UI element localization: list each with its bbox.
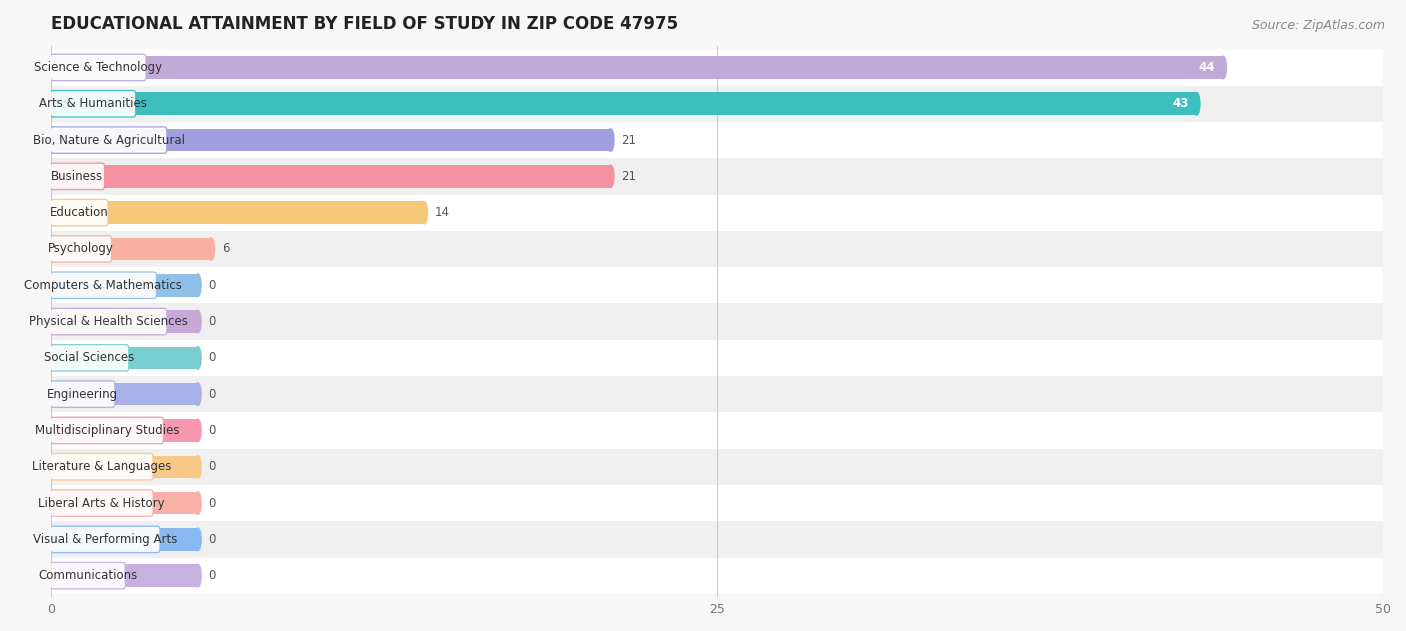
- Ellipse shape: [194, 492, 201, 514]
- Bar: [52, 238, 211, 260]
- FancyBboxPatch shape: [51, 127, 167, 153]
- Ellipse shape: [194, 564, 201, 587]
- Text: Arts & Humanities: Arts & Humanities: [39, 97, 148, 110]
- Text: 0: 0: [208, 533, 217, 546]
- Text: 0: 0: [208, 279, 217, 292]
- Text: 14: 14: [434, 206, 450, 219]
- Bar: [52, 456, 198, 478]
- FancyBboxPatch shape: [51, 417, 163, 444]
- Text: Science & Technology: Science & Technology: [34, 61, 162, 74]
- Text: 0: 0: [208, 351, 217, 364]
- Bar: [52, 449, 1384, 485]
- Text: Liberal Arts & History: Liberal Arts & History: [38, 497, 165, 510]
- Text: Bio, Nature & Agricultural: Bio, Nature & Agricultural: [32, 134, 184, 146]
- Text: 0: 0: [208, 387, 217, 401]
- Bar: [52, 304, 1384, 339]
- Text: Psychology: Psychology: [48, 242, 114, 256]
- Bar: [52, 383, 198, 405]
- Ellipse shape: [194, 419, 201, 442]
- FancyBboxPatch shape: [51, 562, 125, 589]
- Text: 0: 0: [208, 569, 217, 582]
- Bar: [52, 492, 198, 514]
- Ellipse shape: [208, 238, 215, 260]
- Bar: [52, 558, 1384, 594]
- Text: Business: Business: [52, 170, 104, 183]
- FancyBboxPatch shape: [51, 490, 153, 516]
- Text: 0: 0: [208, 497, 217, 510]
- Ellipse shape: [194, 346, 201, 369]
- Bar: [52, 376, 1384, 412]
- Bar: [52, 231, 1384, 267]
- FancyBboxPatch shape: [51, 526, 160, 553]
- Text: 0: 0: [208, 315, 217, 328]
- Bar: [52, 564, 198, 587]
- FancyBboxPatch shape: [51, 54, 146, 81]
- Bar: [52, 339, 1384, 376]
- Bar: [52, 521, 1384, 558]
- Text: 21: 21: [621, 134, 637, 146]
- FancyBboxPatch shape: [51, 91, 136, 117]
- Ellipse shape: [194, 528, 201, 551]
- Bar: [52, 201, 425, 224]
- Ellipse shape: [194, 274, 201, 297]
- Bar: [52, 528, 198, 551]
- Text: Literature & Languages: Literature & Languages: [32, 460, 172, 473]
- Bar: [52, 56, 1223, 79]
- Bar: [52, 274, 198, 297]
- Text: 0: 0: [208, 460, 217, 473]
- Text: Visual & Performing Arts: Visual & Performing Arts: [32, 533, 177, 546]
- FancyBboxPatch shape: [51, 345, 129, 371]
- Bar: [52, 122, 1384, 158]
- FancyBboxPatch shape: [51, 309, 167, 335]
- Text: Computers & Mathematics: Computers & Mathematics: [24, 279, 183, 292]
- Bar: [52, 93, 1197, 115]
- Ellipse shape: [194, 310, 201, 333]
- Text: 21: 21: [621, 170, 637, 183]
- Bar: [52, 49, 1384, 86]
- Ellipse shape: [1220, 56, 1226, 79]
- Bar: [52, 86, 1384, 122]
- Text: 6: 6: [222, 242, 229, 256]
- Bar: [52, 129, 610, 151]
- Text: 44: 44: [1199, 61, 1215, 74]
- Bar: [52, 485, 1384, 521]
- Bar: [52, 412, 1384, 449]
- Ellipse shape: [194, 383, 201, 405]
- Bar: [52, 346, 198, 369]
- Text: 43: 43: [1173, 97, 1188, 110]
- Bar: [52, 194, 1384, 231]
- FancyBboxPatch shape: [51, 381, 115, 408]
- Ellipse shape: [607, 129, 614, 151]
- Text: Multidisciplinary Studies: Multidisciplinary Studies: [35, 424, 179, 437]
- Text: Communications: Communications: [38, 569, 138, 582]
- Text: Social Sciences: Social Sciences: [45, 351, 135, 364]
- Text: Physical & Health Sciences: Physical & Health Sciences: [30, 315, 188, 328]
- Bar: [52, 165, 610, 187]
- Text: Engineering: Engineering: [46, 387, 118, 401]
- FancyBboxPatch shape: [51, 163, 104, 189]
- Bar: [52, 158, 1384, 194]
- Bar: [52, 310, 198, 333]
- Bar: [52, 419, 198, 442]
- FancyBboxPatch shape: [51, 454, 153, 480]
- FancyBboxPatch shape: [51, 272, 156, 298]
- Ellipse shape: [1194, 93, 1199, 115]
- Ellipse shape: [420, 201, 427, 224]
- FancyBboxPatch shape: [51, 236, 111, 262]
- Ellipse shape: [194, 456, 201, 478]
- Text: 0: 0: [208, 424, 217, 437]
- Text: Source: ZipAtlas.com: Source: ZipAtlas.com: [1251, 19, 1385, 32]
- Bar: [52, 267, 1384, 304]
- Text: EDUCATIONAL ATTAINMENT BY FIELD OF STUDY IN ZIP CODE 47975: EDUCATIONAL ATTAINMENT BY FIELD OF STUDY…: [52, 15, 679, 33]
- Text: Education: Education: [49, 206, 108, 219]
- Ellipse shape: [607, 165, 614, 187]
- FancyBboxPatch shape: [51, 199, 108, 226]
